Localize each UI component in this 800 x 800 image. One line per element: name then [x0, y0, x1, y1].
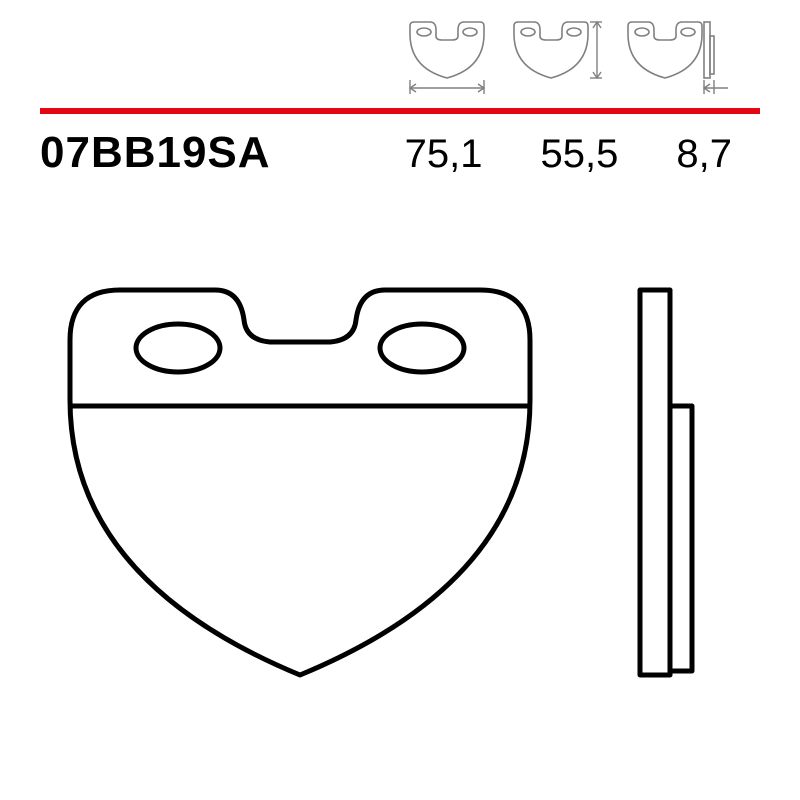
pad-thickness-icon [620, 18, 730, 98]
brake-pad-side-view [640, 290, 692, 675]
icon-group [402, 18, 730, 98]
page-root: 07BB19SA 75,1 55,5 8,7 [0, 0, 800, 800]
divider-line [40, 108, 760, 114]
dimension-thickness: 8,7 [676, 132, 732, 177]
pad-width-icon [402, 18, 492, 98]
pad-height-icon [506, 18, 606, 98]
dimension-height: 55,5 [541, 132, 619, 177]
spec-row: 07BB19SA 75,1 55,5 8,7 [40, 128, 760, 178]
dimension-width: 75,1 [405, 132, 483, 177]
dimensions-group: 75,1 55,5 8,7 [271, 132, 760, 177]
part-number: 07BB19SA [40, 128, 271, 178]
brake-pad-front-view [70, 290, 530, 675]
technical-drawing [40, 240, 760, 760]
header-dimension-icons [0, 18, 800, 98]
